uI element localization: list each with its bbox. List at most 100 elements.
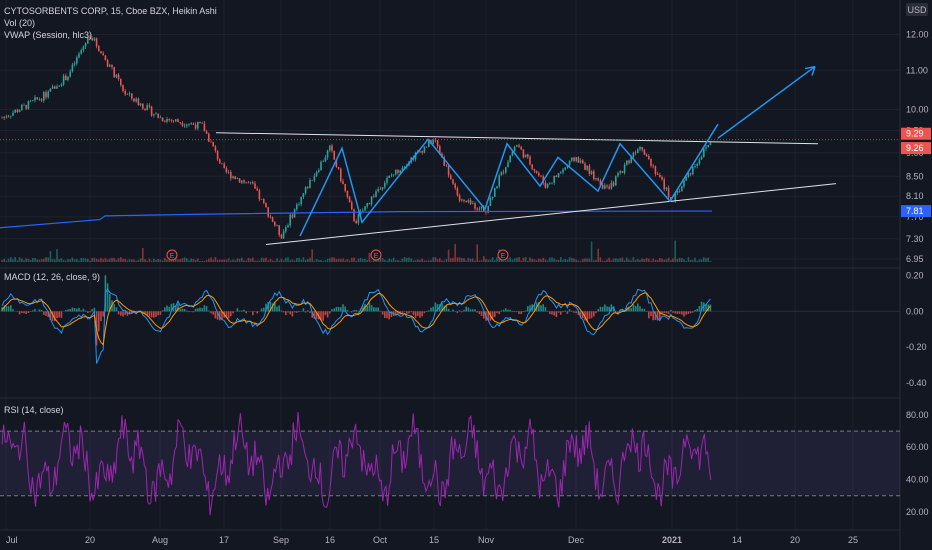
candle-body (190, 123, 192, 125)
candle-body (703, 148, 705, 157)
volume-bar (568, 257, 571, 262)
volume-bar (32, 257, 34, 262)
volume-bar (549, 257, 551, 262)
volume-bar (709, 260, 712, 262)
macd-histogram-bar (153, 311, 155, 318)
candle-body (166, 119, 168, 122)
macd-histogram-bar (586, 311, 588, 322)
macd-histogram-bar (34, 308, 36, 312)
candle-body (10, 115, 12, 117)
rsi-legend[interactable]: RSI (14, close) (4, 405, 64, 415)
candle-body (153, 114, 155, 116)
candle-body (254, 183, 256, 189)
candle-body (300, 197, 302, 205)
macd-legend[interactable]: MACD (12, 26, close, 9) (4, 272, 100, 282)
candle-body (531, 164, 533, 170)
macd-histogram-bar (445, 305, 448, 312)
macd-histogram-bar (443, 305, 445, 312)
volume-bar (496, 257, 498, 262)
candle-body (201, 123, 203, 124)
candle-body (395, 169, 397, 175)
macd-histogram-bar (346, 310, 349, 312)
candle-body (513, 146, 516, 152)
candle-body (527, 154, 529, 157)
candle-body (263, 199, 265, 203)
candle-body (131, 93, 133, 99)
macd-histogram-bar (122, 311, 124, 317)
macd-histogram-bar (175, 305, 177, 312)
volume-bar (109, 258, 111, 262)
candle-body (271, 217, 274, 222)
candle-body (590, 171, 593, 174)
candle-body (51, 86, 54, 89)
candle-body (122, 85, 124, 91)
currency-badge[interactable] (906, 3, 928, 16)
volume-bar (142, 248, 144, 262)
trendline (265, 183, 837, 246)
macd-histogram-bar (331, 309, 333, 312)
volume-bar (599, 257, 602, 262)
macd-histogram-bar (67, 309, 69, 312)
candle-body (595, 178, 597, 180)
volume-bar (293, 260, 296, 262)
candle-body (304, 187, 307, 194)
candle-body (403, 167, 406, 168)
candle-body (82, 46, 85, 51)
candle-body (478, 208, 481, 210)
candle-body (150, 106, 153, 116)
candle-body (397, 169, 399, 173)
volume-bar (285, 257, 287, 262)
macd-histogram-bar (168, 306, 170, 312)
macd-histogram-bar (269, 301, 272, 312)
volume-bar (219, 259, 221, 262)
volume-legend[interactable]: Vol (20) (4, 18, 35, 28)
candle-body (223, 163, 225, 169)
volume-bar (331, 257, 333, 262)
candle-body (696, 163, 698, 167)
macd-histogram-bar (370, 305, 373, 312)
candle-body (661, 177, 663, 180)
macd-histogram-bar (69, 309, 71, 312)
macd-histogram-bar (518, 311, 520, 315)
volume-bar (98, 259, 100, 262)
price-tick-label: 6.95 (906, 254, 924, 264)
chart-title[interactable]: CYTOSORBENTS CORP, 15, Cboe BZX, Heikin … (4, 6, 217, 16)
macd-histogram-bar (639, 306, 641, 312)
volume-bar (47, 257, 49, 262)
macd-histogram-bar (421, 311, 423, 317)
macd-histogram-bar (579, 311, 582, 319)
candle-body (1, 117, 3, 119)
macd-histogram-bar (87, 311, 89, 313)
candle-body (676, 191, 679, 193)
macd-histogram-bar (148, 311, 151, 317)
volume-bar (368, 252, 371, 262)
volume-bar (472, 258, 474, 262)
candle-body (507, 162, 509, 168)
candle-body (509, 155, 511, 163)
volume-bar (91, 258, 93, 262)
volume-bar (179, 259, 181, 262)
candle-body (425, 146, 428, 148)
earnings-marker (370, 249, 382, 261)
macd-histogram-bar (597, 309, 599, 312)
candle-body (324, 157, 327, 162)
volume-bar (505, 260, 507, 262)
volume-bar (243, 260, 245, 262)
candle-body (168, 119, 170, 120)
candle-body (608, 186, 610, 189)
macd-histogram-bar (406, 311, 408, 314)
candle-body (282, 231, 285, 239)
volume-bar (252, 257, 254, 262)
volume-bar (14, 257, 16, 262)
volume-bar (458, 257, 461, 262)
macd-histogram-bar (298, 311, 300, 313)
rsi-line (1, 411, 712, 516)
vwap-legend[interactable]: VWAP (Session, hlc3) (4, 30, 92, 40)
volume-bar (608, 257, 610, 262)
candle-body (663, 179, 665, 190)
candle-body (564, 167, 566, 170)
candle-body (694, 166, 696, 167)
time-tick-label: Aug (152, 535, 168, 545)
volume-bar (529, 257, 531, 262)
candle-body (142, 103, 144, 109)
